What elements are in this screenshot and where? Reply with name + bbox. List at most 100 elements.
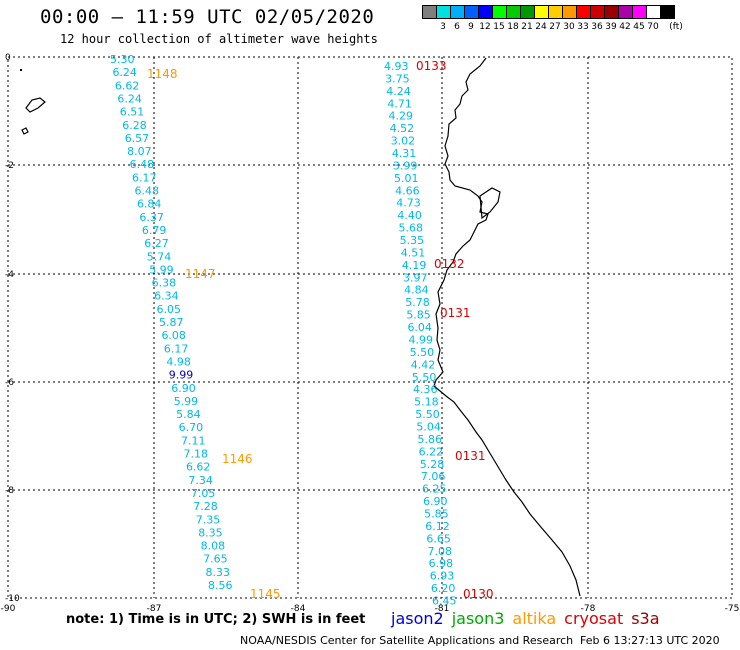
wave-height-value: 6.27 <box>144 237 169 250</box>
legend-label: 33 <box>577 22 589 32</box>
legend-label: 15 <box>493 22 505 32</box>
satellite-name-jason2: jason2 <box>391 609 444 628</box>
wave-height-value: 6.12 <box>425 520 450 533</box>
latitude-tick-label: 0 <box>5 53 11 63</box>
satellite-legend: jason2 jason3 altika cryosat s3a <box>391 609 668 628</box>
satellite-tracks: 5.306.246.626.246.516.286.578.076.486.17… <box>110 53 494 607</box>
wave-height-value: 5.35 <box>400 234 425 247</box>
color-legend: 3 6 9 12 15 18 21 24 27 30 33 36 39 42 45 70 (ft) <box>422 5 683 32</box>
legend-swatches <box>422 5 675 19</box>
latitude-tick-label: -4 <box>5 270 14 280</box>
legend-label: 39 <box>605 22 617 32</box>
wave-height-value: 6.24 <box>117 92 142 105</box>
latitude-tick-label: -10 <box>5 594 20 604</box>
galapagos-islet <box>20 69 22 71</box>
galapagos-island <box>25 97 46 113</box>
wave-height-value: 4.71 <box>387 97 412 110</box>
coastline-path <box>433 57 581 597</box>
credit-line: NOAA/NESDIS Center for Satellite Applica… <box>240 634 574 647</box>
wave-height-value: 5.74 <box>147 250 172 263</box>
wave-height-value: 6.17 <box>132 171 157 184</box>
pass-time-label: 1145 <box>250 587 281 601</box>
wave-height-value: 6.17 <box>164 342 189 355</box>
wave-height-value: 4.52 <box>390 122 415 135</box>
wave-height-value: 4.51 <box>401 246 426 259</box>
wave-height-value: 6.90 <box>423 495 448 508</box>
wave-height-value: 4.42 <box>411 358 436 371</box>
legend-unit: (ft) <box>669 22 683 32</box>
wave-height-value: 6.37 <box>139 211 164 224</box>
wave-height-value: 9.99 <box>169 369 194 382</box>
wave-height-value: 7.08 <box>428 545 453 558</box>
wave-height-value: 4.98 <box>166 355 191 368</box>
legend-label: 36 <box>591 22 603 32</box>
legend-labels: 3 6 9 12 15 18 21 24 27 30 33 36 39 42 45 70 (ft) <box>422 22 740 34</box>
wave-height-value: 8.35 <box>198 526 223 539</box>
wave-height-value: 7.65 <box>203 553 228 566</box>
legend-label: 12 <box>479 22 491 32</box>
wave-height-value: 7.35 <box>196 513 221 526</box>
legend-label: 9 <box>468 22 474 32</box>
wave-height-value: 5.85 <box>424 507 449 520</box>
page-title: 00:00 – 11:59 UTC 02/05/2020 <box>40 6 375 28</box>
wave-height-value: 4.99 <box>409 333 434 346</box>
wave-height-value: 8.07 <box>127 145 151 158</box>
wave-height-value: 6.28 <box>122 119 147 132</box>
wave-height-value: 5.99 <box>174 395 199 408</box>
wave-height-value: 6.93 <box>430 570 455 583</box>
axis-tick-labels: -90 -87 -84 -81 -78 -75 0 -2 -4 -6 -8 -10 <box>1 53 740 614</box>
wave-height-value: 5.85 <box>406 309 431 322</box>
pass-time-label: 0132 <box>434 257 465 271</box>
satellite-name-s3a: s3a <box>631 609 660 628</box>
wave-height-value: 6.48 <box>135 185 160 198</box>
pass-time-label: 1146 <box>222 452 253 466</box>
gulf-island <box>479 187 501 220</box>
wave-height-value: 5.18 <box>414 396 439 409</box>
wave-height-value: 3.75 <box>385 72 410 85</box>
longitude-tick-label: -81 <box>435 604 450 614</box>
legend-label: 42 <box>619 22 631 32</box>
satellite-name-cryosat: cryosat <box>564 609 624 628</box>
wave-height-value: 5.28 <box>420 458 445 471</box>
pass-time-label: 0133 <box>416 59 447 73</box>
wave-height-value: 7.18 <box>184 448 209 461</box>
wave-height-value: 4.24 <box>386 85 411 98</box>
latitude-tick-label: -2 <box>5 161 14 171</box>
wave-height-value: 4.73 <box>396 197 421 210</box>
wave-height-value: 6.05 <box>157 303 182 316</box>
wave-height-value: 5.50 <box>410 346 435 359</box>
wave-height-value: 5.99 <box>149 263 174 276</box>
wave-height-value: 4.36 <box>413 383 438 396</box>
legend-label: 24 <box>535 22 547 32</box>
map-frame <box>7 56 733 599</box>
footer-note: note: 1) Time is in UTC; 2) SWH is in fe… <box>66 612 366 627</box>
wave-height-value: 7.28 <box>193 500 218 513</box>
legend-label: 6 <box>454 22 460 32</box>
pass-time-label: 1148 <box>147 67 178 81</box>
wave-height-value: 6.62 <box>186 461 211 474</box>
legend-label: 3 <box>440 22 446 32</box>
wave-height-value: 8.08 <box>201 540 226 553</box>
wave-height-value: 8.56 <box>208 579 233 592</box>
wave-height-value: 7.11 <box>181 434 206 447</box>
legend-swatch <box>660 5 675 19</box>
longitude-tick-label: -84 <box>291 604 306 614</box>
legend-label: 27 <box>549 22 561 32</box>
wave-height-value: 6.62 <box>115 79 139 92</box>
pass-time-label: 0131 <box>440 306 471 320</box>
wave-height-value: 6.34 <box>154 290 179 303</box>
wave-height-value: 5.50 <box>412 371 437 384</box>
wave-height-value: 5.68 <box>399 222 424 235</box>
wave-height-value: 6.22 <box>419 445 444 458</box>
wave-height-value: 7.06 <box>421 470 446 483</box>
wave-height-value: 6.20 <box>431 582 456 595</box>
wave-height-value: 5.04 <box>416 420 441 433</box>
legend-label: 70 <box>647 22 659 32</box>
longitude-tick-label: -78 <box>581 604 596 614</box>
wave-height-value: 6.90 <box>171 382 196 395</box>
wave-height-value: 6.24 <box>112 66 137 79</box>
page-subtitle: 12 hour collection of altimeter wave hei… <box>60 32 378 46</box>
wave-height-value: 6.38 <box>152 277 177 290</box>
wave-height-value: 4.29 <box>388 110 413 123</box>
